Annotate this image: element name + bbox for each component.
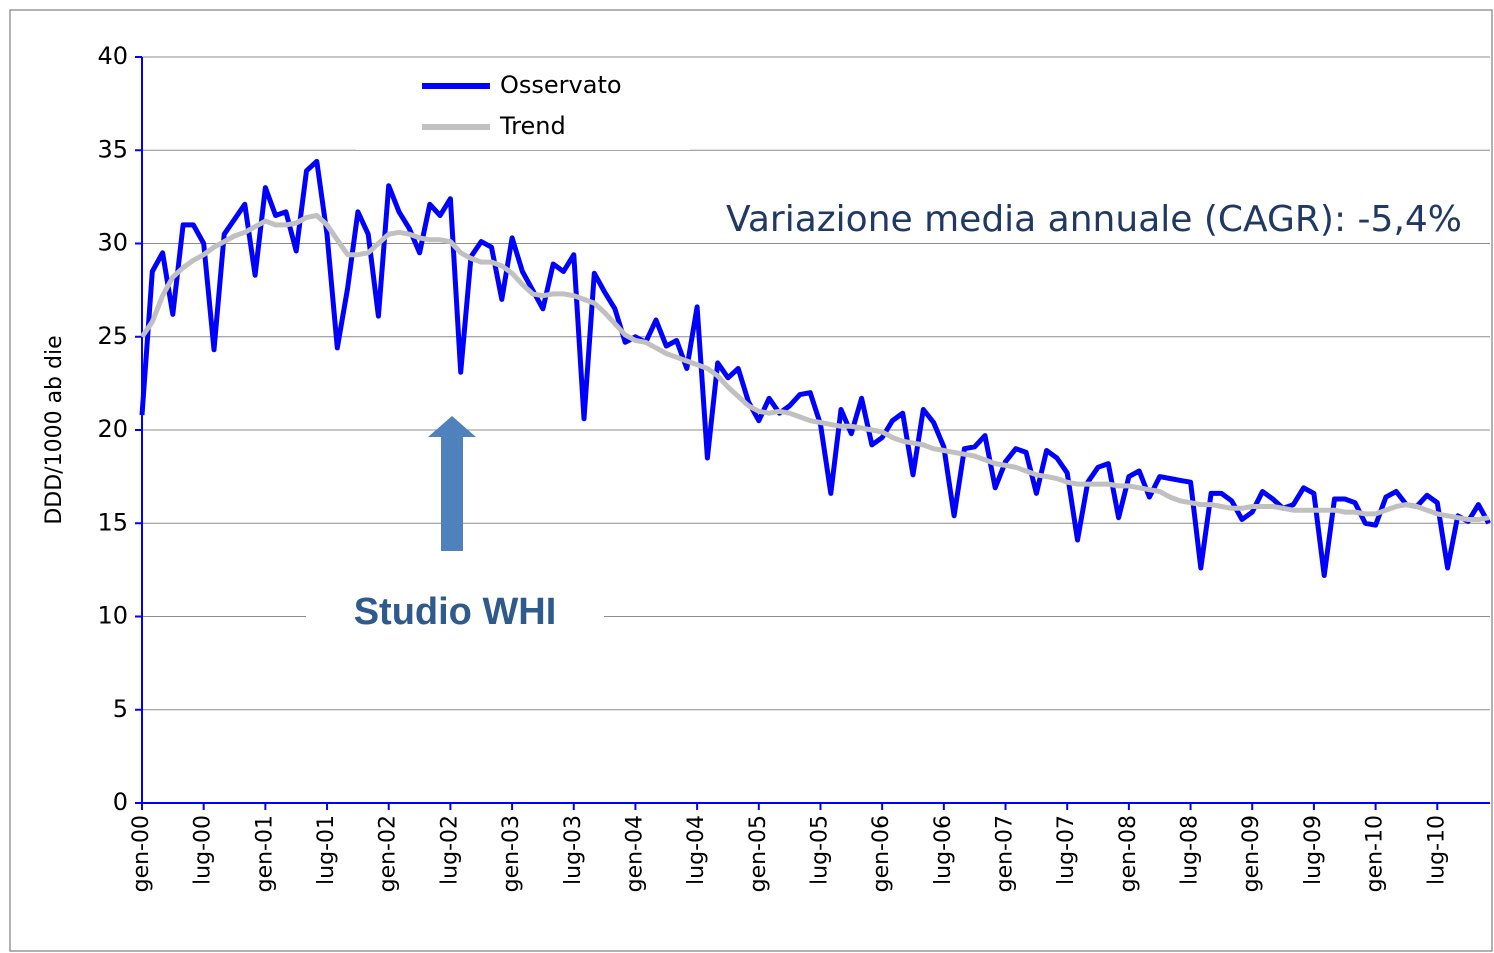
grid: 0 5 10 15 20 25 30 35 40 DDD/1000 ab die gen-00 lug…	[42, 42, 1490, 892]
y-axis-label: DDD/1000 ab die	[42, 335, 67, 524]
y-tick-label: 10	[97, 602, 128, 630]
x-tick-label: lug-05	[807, 815, 832, 885]
legend-label: Trend	[499, 112, 566, 140]
x-tick-label: lug-06	[931, 815, 956, 885]
overlay: Osservato Trend Variazione media annuale (…	[306, 66, 1462, 642]
chart-border	[9, 9, 1493, 952]
x-tick-label: lug-03	[561, 815, 586, 885]
x-tick-label: lug-04	[684, 815, 709, 885]
x-tick-label: lug-00	[191, 815, 216, 885]
x-tick-label: gen-01	[252, 815, 277, 892]
x-tick-label: gen-02	[376, 815, 401, 892]
legend-box	[356, 66, 690, 150]
y-tick-label: 0	[113, 788, 128, 816]
x-tick-label: lug-07	[1054, 815, 1079, 885]
legend-label: Osservato	[500, 71, 622, 99]
x-tick-label: gen-07	[993, 815, 1018, 892]
x-tick-label: lug-09	[1301, 815, 1326, 885]
x-tick-label: gen-08	[1116, 815, 1141, 892]
x-tick-label: gen-06	[869, 815, 894, 892]
x-tick-label: lug-10	[1424, 815, 1449, 885]
x-tick-label: gen-05	[746, 815, 771, 892]
whi-label-box	[306, 588, 604, 642]
x-tick-label: lug-02	[437, 815, 462, 885]
y-tick-label: 35	[97, 135, 128, 163]
x-tick-label: lug-01	[314, 815, 339, 885]
x-tick-label: gen-09	[1239, 815, 1264, 892]
whi-arrow	[428, 416, 476, 551]
y-tick-label: 30	[97, 229, 128, 257]
cagr-annotation: Variazione media annuale (CAGR): -5,4%	[726, 199, 1462, 240]
x-tick-label: gen-03	[499, 815, 524, 892]
x-tick-label: lug-08	[1178, 815, 1203, 885]
series-line	[139, 213, 1490, 522]
whi-annotation: Studio WHI	[354, 591, 557, 633]
x-tick-label: gen-10	[1363, 815, 1388, 892]
y-tick-label: 5	[113, 695, 128, 723]
x-tick-label: gen-00	[129, 815, 154, 892]
x-tick-label: gen-04	[622, 815, 647, 892]
y-tick-label: 25	[97, 322, 128, 350]
plot	[139, 158, 1491, 578]
y-tick-label: 15	[97, 508, 128, 536]
y-tick-label: 20	[97, 415, 128, 443]
series-line	[139, 158, 1491, 578]
y-tick-label: 40	[97, 42, 128, 70]
